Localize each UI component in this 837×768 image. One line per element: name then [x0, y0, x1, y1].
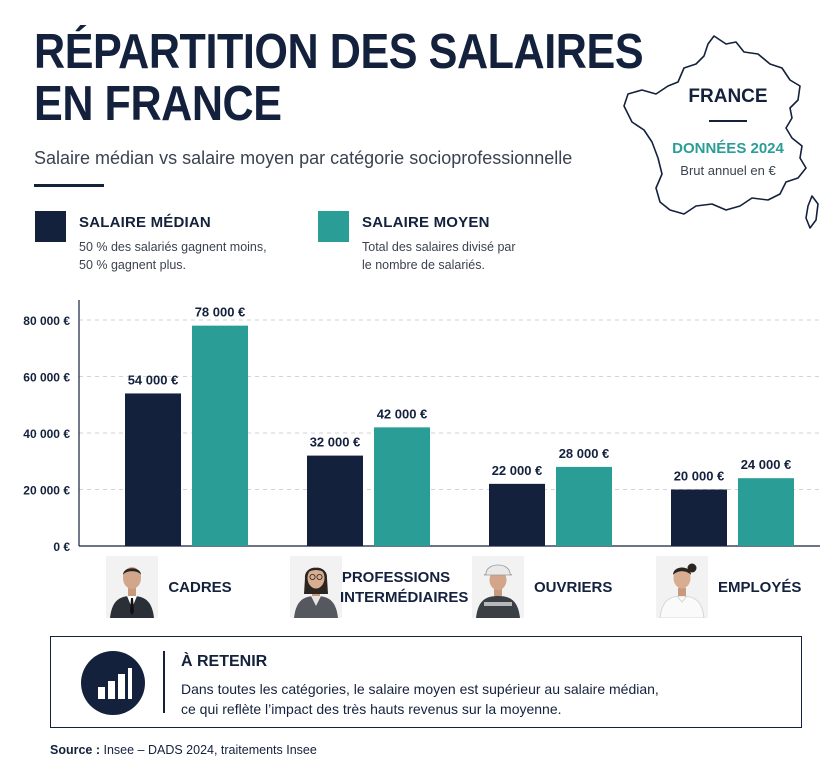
bar-median-1 — [307, 455, 363, 546]
bar-mean-3 — [738, 478, 794, 546]
y-tick-label: 60 000 € — [23, 371, 70, 385]
page-subtitle: Salaire médian vs salaire moyen par caté… — [34, 148, 573, 168]
bar-chart-icon — [81, 651, 145, 715]
category-employes: EMPLOYÉS — [656, 556, 802, 620]
category-label-employes: EMPLOYÉS — [718, 579, 802, 596]
bar-chart-icon-glyph — [98, 668, 132, 699]
bar-median-3 — [671, 489, 727, 546]
construction-worker-icon — [472, 556, 524, 618]
bar-value-label: 20 000 € — [674, 469, 725, 484]
map-year-label: DONNÉES 2024 — [672, 140, 784, 157]
legend-desc-median: 50 % des salariés gagnent moins, 50 % ga… — [79, 238, 267, 274]
y-tick-label: 0 € — [53, 540, 70, 554]
bar-value-label: 32 000 € — [310, 435, 361, 450]
category-cadres: CADRES — [106, 556, 236, 620]
legend-title-median: SALAIRE MÉDIAN — [79, 214, 211, 231]
bar-value-label: 42 000 € — [377, 406, 428, 421]
title-underline — [34, 184, 104, 187]
y-tick-label: 80 000 € — [23, 314, 70, 328]
y-tick-label: 20 000 € — [23, 484, 70, 498]
legend-desc-mean-line2: le nombre de salariés. — [362, 258, 485, 272]
bar-value-label: 78 000 € — [195, 305, 246, 320]
page-title-line1: RÉPARTITION DES SALAIRES — [34, 25, 644, 79]
page-title-line2: EN FRANCE — [34, 77, 282, 131]
category-label-cadres: CADRES — [168, 579, 232, 596]
bar-mean-0 — [192, 325, 248, 546]
legend-desc-mean: Total des salaires divisé par le nombre … — [362, 238, 516, 274]
bar-value-label: 54 000 € — [128, 372, 179, 387]
legend-desc-mean-line1: Total des salaires divisé par — [362, 240, 516, 254]
takeaway-text-line1: Dans toutes les catégories, le salaire m… — [181, 681, 659, 697]
bar-mean-1 — [374, 427, 430, 546]
category-ouvriers: OUVRIERS — [472, 556, 612, 620]
map-unit-label: Brut annuel en € — [680, 163, 776, 178]
category-label-ouvriers: OUVRIERS — [534, 579, 613, 596]
takeaway-text-line2: ce qui reflète l’impact des très hauts r… — [181, 701, 562, 717]
category-professions-intermediaires: PROFESSIONS INTERMÉDIAIRES — [290, 556, 469, 620]
female-professional-icon — [290, 556, 342, 618]
takeaway-text: Dans toutes les catégories, le salaire m… — [181, 679, 659, 719]
male-executive-icon — [106, 556, 158, 618]
source-label: Source : — [50, 743, 101, 757]
map-divider — [709, 120, 747, 122]
bar-median-0 — [125, 393, 181, 546]
page-title: RÉPARTITION DES SALAIRES EN FRANCE — [34, 25, 644, 131]
female-employee-icon — [656, 556, 708, 618]
source-text: Insee – DADS 2024, traitements Insee — [100, 743, 317, 757]
bar-median-2 — [489, 483, 545, 546]
takeaway-title: À RETENIR — [181, 653, 268, 670]
legend-swatch-mean — [318, 211, 349, 242]
y-tick-label: 40 000 € — [23, 427, 70, 441]
legend-title-mean: SALAIRE MOYEN — [362, 214, 490, 231]
france-map-icon — [623, 35, 819, 229]
legend-desc-median-line1: 50 % des salariés gagnent moins, — [79, 240, 267, 254]
bar-value-label: 24 000 € — [741, 457, 792, 472]
bar-mean-2 — [556, 466, 612, 546]
bar-value-label: 22 000 € — [492, 463, 543, 478]
category-label-professions: PROFESSIONS INTERMÉDIAIRES — [340, 568, 469, 608]
key-takeaway-box: À RETENIR Dans toutes les catégories, le… — [50, 636, 802, 728]
category-label-professions-line1: PROFESSIONS — [341, 569, 451, 586]
source-note: Source : Insee – DADS 2024, traitements … — [50, 743, 317, 757]
salary-bar-chart: 0 € 20 000 € 40 000 € 60 000 € 80 000 € 54 00… — [23, 300, 820, 554]
legend-desc-median-line2: 50 % gagnent plus. — [79, 258, 187, 272]
bar-value-label: 28 000 € — [559, 446, 610, 461]
category-label-professions-line2: INTERMÉDIAIRES — [340, 589, 469, 606]
legend-swatch-median — [35, 211, 66, 242]
takeaway-divider — [163, 651, 165, 713]
map-country-label: FRANCE — [688, 86, 768, 107]
